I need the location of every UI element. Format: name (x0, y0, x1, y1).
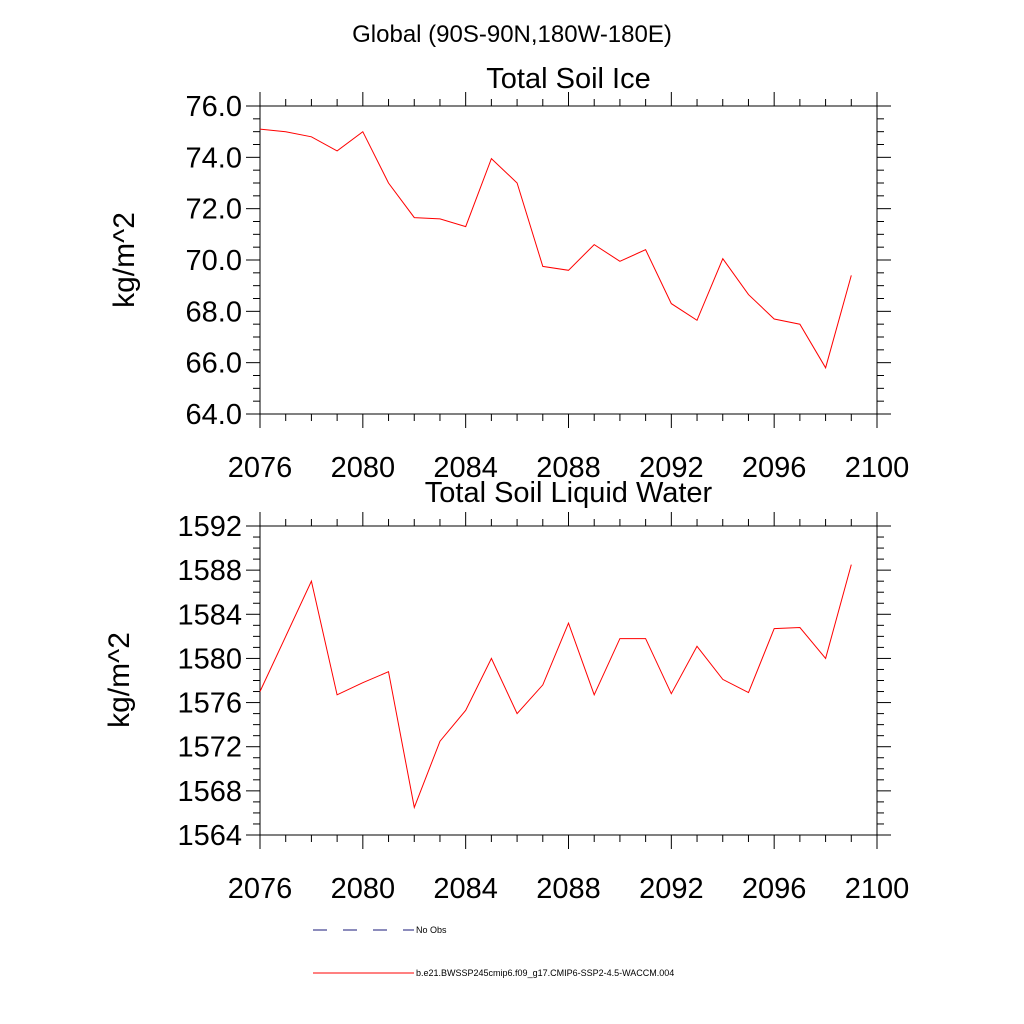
soil-liquid-water-data-point (311, 581, 312, 582)
soil-liquid-water-y-tick-label: 1580 (177, 643, 242, 675)
soil-ice-data-point (388, 182, 389, 183)
soil-liquid-water-data-point (439, 741, 440, 742)
soil-ice-data-point (799, 324, 800, 325)
soil-liquid-water-data-point (774, 628, 775, 629)
soil-ice-title: Total Soil Ice (486, 63, 650, 95)
soil-ice-series-line (259, 128, 852, 370)
soil-ice-data-point (774, 318, 775, 319)
soil-liquid-water-data-point (851, 564, 852, 565)
soil-liquid-water-data-point (362, 682, 363, 683)
figure-title: Global (90S-90N,180W-180E) (352, 21, 672, 48)
soil-liquid-water-data-point (594, 694, 595, 695)
soil-ice-data-point (337, 150, 338, 151)
soil-ice-data-point (259, 129, 260, 130)
soil-ice-x-tick-label: 2100 (845, 452, 910, 484)
soil-ice-data-point (414, 217, 415, 218)
soil-liquid-water-data-point (259, 691, 260, 692)
soil-liquid-water-y-tick-label: 1568 (177, 776, 242, 808)
soil-ice-data-point (825, 367, 826, 368)
soil-liquid-water-x-tick-label: 2100 (845, 873, 910, 905)
soil-ice-y-tick-label: 68.0 (186, 296, 242, 328)
soil-liquid-water-x-tick-label: 2092 (639, 873, 704, 905)
panel-total-soil-liquid-water: Total Soil Liquid Water 1564 1568 1572 1576 1… (103, 477, 909, 905)
soil-liquid-water-x-tick-label: 2084 (433, 873, 498, 905)
soil-liquid-water-data-point (645, 638, 646, 639)
soil-liquid-water-data-point (825, 658, 826, 659)
soil-liquid-water-y-tick-label: 1576 (177, 688, 242, 720)
soil-liquid-water-x-tick-label: 2076 (228, 873, 293, 905)
soil-ice-data-point (362, 131, 363, 132)
soil-liquid-water-data-point (748, 692, 749, 693)
soil-ice-x-tick-label: 2080 (331, 452, 396, 484)
soil-ice-data-point (671, 303, 672, 304)
soil-ice-x-tick-label: 2088 (536, 452, 601, 484)
soil-ice-data-point (696, 320, 697, 321)
soil-liquid-water-x-tick-label: 2096 (742, 873, 807, 905)
soil-ice-data-point (851, 275, 852, 276)
soil-liquid-water-data-point (414, 807, 415, 808)
soil-liquid-water-y-axis-label: kg/m^2 (103, 632, 136, 728)
soil-ice-data-point (619, 261, 620, 262)
soil-ice-data-point (594, 244, 595, 245)
soil-liquid-water-data-point (696, 646, 697, 647)
soil-ice-data-point (516, 182, 517, 183)
soil-ice-data-point (311, 136, 312, 137)
soil-liquid-water-data-point (491, 658, 492, 659)
soil-liquid-water-data-point (542, 684, 543, 685)
soil-liquid-water-data-point (465, 710, 466, 711)
soil-ice-data-point (542, 266, 543, 267)
soil-ice-y-tick-label: 76.0 (186, 91, 242, 123)
soil-liquid-water-x-tick-label: 2088 (536, 873, 601, 905)
legend-label-model: b.e21.BWSSP245cmip6.f09_g17.CMIP6-SSP2-4… (416, 968, 674, 978)
legend: No Obs b.e21.BWSSP245cmip6.f09_g17.CMIP6… (313, 925, 674, 978)
soil-ice-data-point (645, 249, 646, 250)
soil-ice-data-point (285, 131, 286, 132)
legend-label-no-obs: No Obs (416, 925, 447, 935)
soil-liquid-water-data-point (285, 636, 286, 637)
soil-ice-data-point (465, 226, 466, 227)
soil-liquid-water-data-point (568, 623, 569, 624)
soil-ice-x-tick-label: 2096 (742, 452, 807, 484)
soil-liquid-water-data-point (388, 671, 389, 672)
soil-liquid-water-plot-frame (259, 525, 878, 836)
soil-ice-y-tick-label: 64.0 (186, 399, 242, 431)
soil-liquid-water-data-point (516, 713, 517, 714)
soil-ice-x-tick-label: 2084 (433, 452, 498, 484)
soil-ice-data-point (722, 258, 723, 259)
soil-liquid-water-series-line (259, 564, 852, 810)
soil-ice-data-point (439, 218, 440, 219)
soil-ice-plot-frame (259, 105, 878, 415)
soil-ice-y-tick-label: 70.0 (186, 245, 242, 277)
soil-liquid-water-data-point (799, 627, 800, 628)
panel-total-soil-ice: Total Soil Ice 64.0 66.0 68.0 70.0 72.0 74.0 76… (108, 63, 909, 484)
soil-ice-x-tick-label: 2092 (639, 452, 704, 484)
soil-liquid-water-y-tick-label: 1592 (177, 511, 242, 543)
soil-liquid-water-y-tick-label: 1588 (177, 555, 242, 587)
soil-liquid-water-title: Total Soil Liquid Water (425, 477, 713, 509)
soil-ice-y-tick-label: 72.0 (186, 194, 242, 226)
soil-liquid-water-y-tick-label: 1572 (177, 732, 242, 764)
soil-liquid-water-data-point (671, 693, 672, 694)
soil-ice-data-point (748, 294, 749, 295)
soil-liquid-water-x-tick-label: 2080 (331, 873, 396, 905)
soil-ice-y-tick-label: 66.0 (186, 348, 242, 380)
soil-ice-data-point (568, 270, 569, 271)
soil-liquid-water-data-point (722, 679, 723, 680)
soil-ice-y-axis-label: kg/m^2 (108, 212, 141, 308)
soil-ice-y-tick-label: 74.0 (186, 142, 242, 174)
soil-liquid-water-y-tick-label: 1564 (177, 820, 242, 852)
soil-liquid-water-y-tick-label: 1584 (177, 599, 242, 631)
soil-liquid-water-data-point (619, 638, 620, 639)
soil-ice-x-tick-label: 2076 (228, 452, 293, 484)
soil-liquid-water-data-point (337, 694, 338, 695)
soil-ice-data-point (491, 158, 492, 159)
